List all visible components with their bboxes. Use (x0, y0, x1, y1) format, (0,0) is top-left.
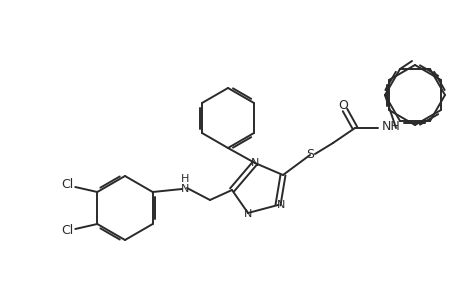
Text: NH: NH (381, 121, 400, 134)
Text: Cl: Cl (61, 178, 73, 191)
Text: N: N (243, 209, 252, 219)
Text: N: N (250, 158, 258, 168)
Text: S: S (305, 148, 313, 161)
Text: H: H (180, 174, 189, 184)
Text: Cl: Cl (61, 224, 73, 238)
Text: N: N (180, 184, 189, 194)
Text: N: N (276, 200, 285, 210)
Text: O: O (337, 98, 347, 112)
